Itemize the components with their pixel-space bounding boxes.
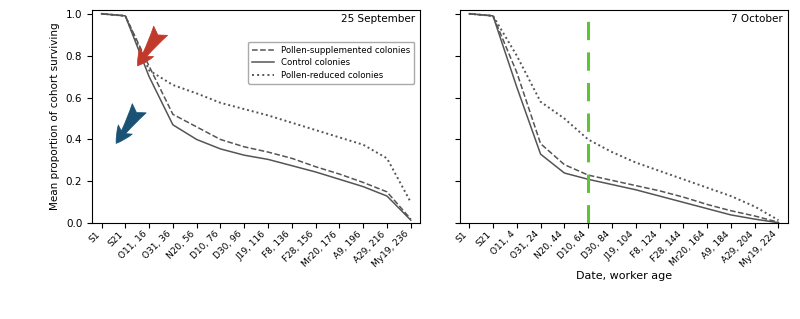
- Text: 7 October: 7 October: [731, 14, 783, 24]
- Y-axis label: Mean proportion of cohort surviving: Mean proportion of cohort surviving: [50, 23, 60, 210]
- X-axis label: Date, worker age: Date, worker age: [576, 271, 672, 281]
- Text: 25 September: 25 September: [342, 14, 415, 24]
- Legend: Pollen-supplemented colonies, Control colonies, Pollen-reduced colonies: Pollen-supplemented colonies, Control co…: [248, 42, 414, 84]
